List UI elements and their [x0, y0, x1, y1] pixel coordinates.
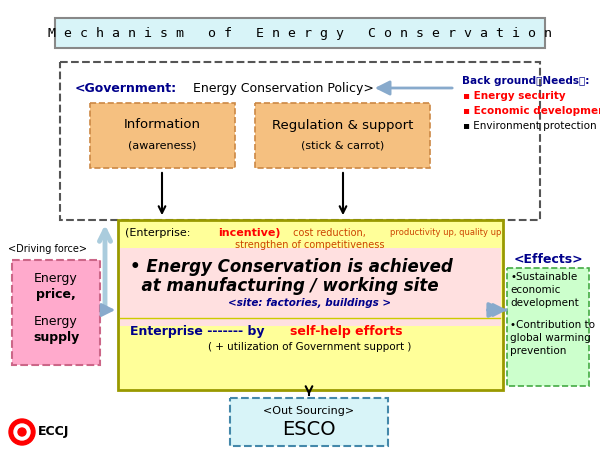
Text: Energy: Energy	[34, 315, 78, 328]
Text: ECCJ: ECCJ	[38, 425, 70, 438]
Text: strengthen of competitiveness: strengthen of competitiveness	[235, 240, 385, 250]
Text: cost reduction,: cost reduction,	[290, 228, 369, 238]
Text: M e c h a n i s m   o f   E n e r g y   C o n s e r v a t i o n: M e c h a n i s m o f E n e r g y C o n …	[48, 27, 552, 40]
Text: ( + utilization of Government support ): ( + utilization of Government support )	[208, 342, 412, 352]
Bar	[230, 398, 388, 446]
Text: (Enterprise:: (Enterprise:	[125, 228, 194, 238]
Text: at manufacturing / working site: at manufacturing / working site	[130, 277, 439, 295]
Text: ▪ Environment protection: ▪ Environment protection	[463, 121, 596, 131]
Bar	[60, 62, 540, 220]
Text: ▪ Energy security: ▪ Energy security	[463, 91, 566, 101]
Text: <Out Sourcing>: <Out Sourcing>	[263, 406, 355, 416]
Text: economic: economic	[510, 285, 560, 295]
Text: incentive): incentive)	[218, 228, 281, 238]
Text: •Sustainable: •Sustainable	[510, 272, 577, 282]
Circle shape	[9, 419, 35, 445]
Text: prevention: prevention	[510, 346, 566, 356]
Text: Energy Conservation Policy>: Energy Conservation Policy>	[185, 82, 374, 95]
Text: <Effects>: <Effects>	[513, 253, 583, 266]
Text: <Driving force>: <Driving force>	[8, 244, 87, 254]
Text: self-help efforts: self-help efforts	[290, 325, 403, 338]
Bar	[118, 220, 503, 390]
Text: Back ground（Needs）:: Back ground（Needs）:	[462, 76, 589, 86]
Bar	[12, 260, 100, 365]
Bar	[255, 103, 430, 168]
Text: price,: price,	[36, 288, 76, 301]
Bar	[120, 248, 501, 326]
Text: productivity up, quality up: productivity up, quality up	[390, 228, 502, 237]
Text: • Energy Conservation is achieved: • Energy Conservation is achieved	[130, 258, 453, 276]
Text: Enterprise ------- by: Enterprise ------- by	[130, 325, 269, 338]
Bar	[55, 18, 545, 48]
Circle shape	[14, 424, 30, 440]
Text: <Government:: <Government:	[75, 82, 177, 95]
Text: Information: Information	[124, 119, 200, 132]
Text: (awareness): (awareness)	[128, 140, 196, 150]
Text: <site: factories, buildings >: <site: factories, buildings >	[229, 298, 392, 308]
Text: ESCO: ESCO	[282, 420, 336, 439]
Text: supply: supply	[33, 331, 79, 344]
Text: Energy: Energy	[34, 272, 78, 285]
Text: development: development	[510, 298, 579, 308]
Bar	[90, 103, 235, 168]
Text: global warming: global warming	[510, 333, 591, 343]
Circle shape	[18, 428, 26, 436]
Text: •Contribution to: •Contribution to	[510, 320, 595, 330]
Bar	[507, 268, 589, 386]
Text: Regulation & support: Regulation & support	[272, 119, 413, 132]
Text: (stick & carrot): (stick & carrot)	[301, 140, 385, 150]
Text: ▪ Economic development: ▪ Economic development	[463, 106, 600, 116]
